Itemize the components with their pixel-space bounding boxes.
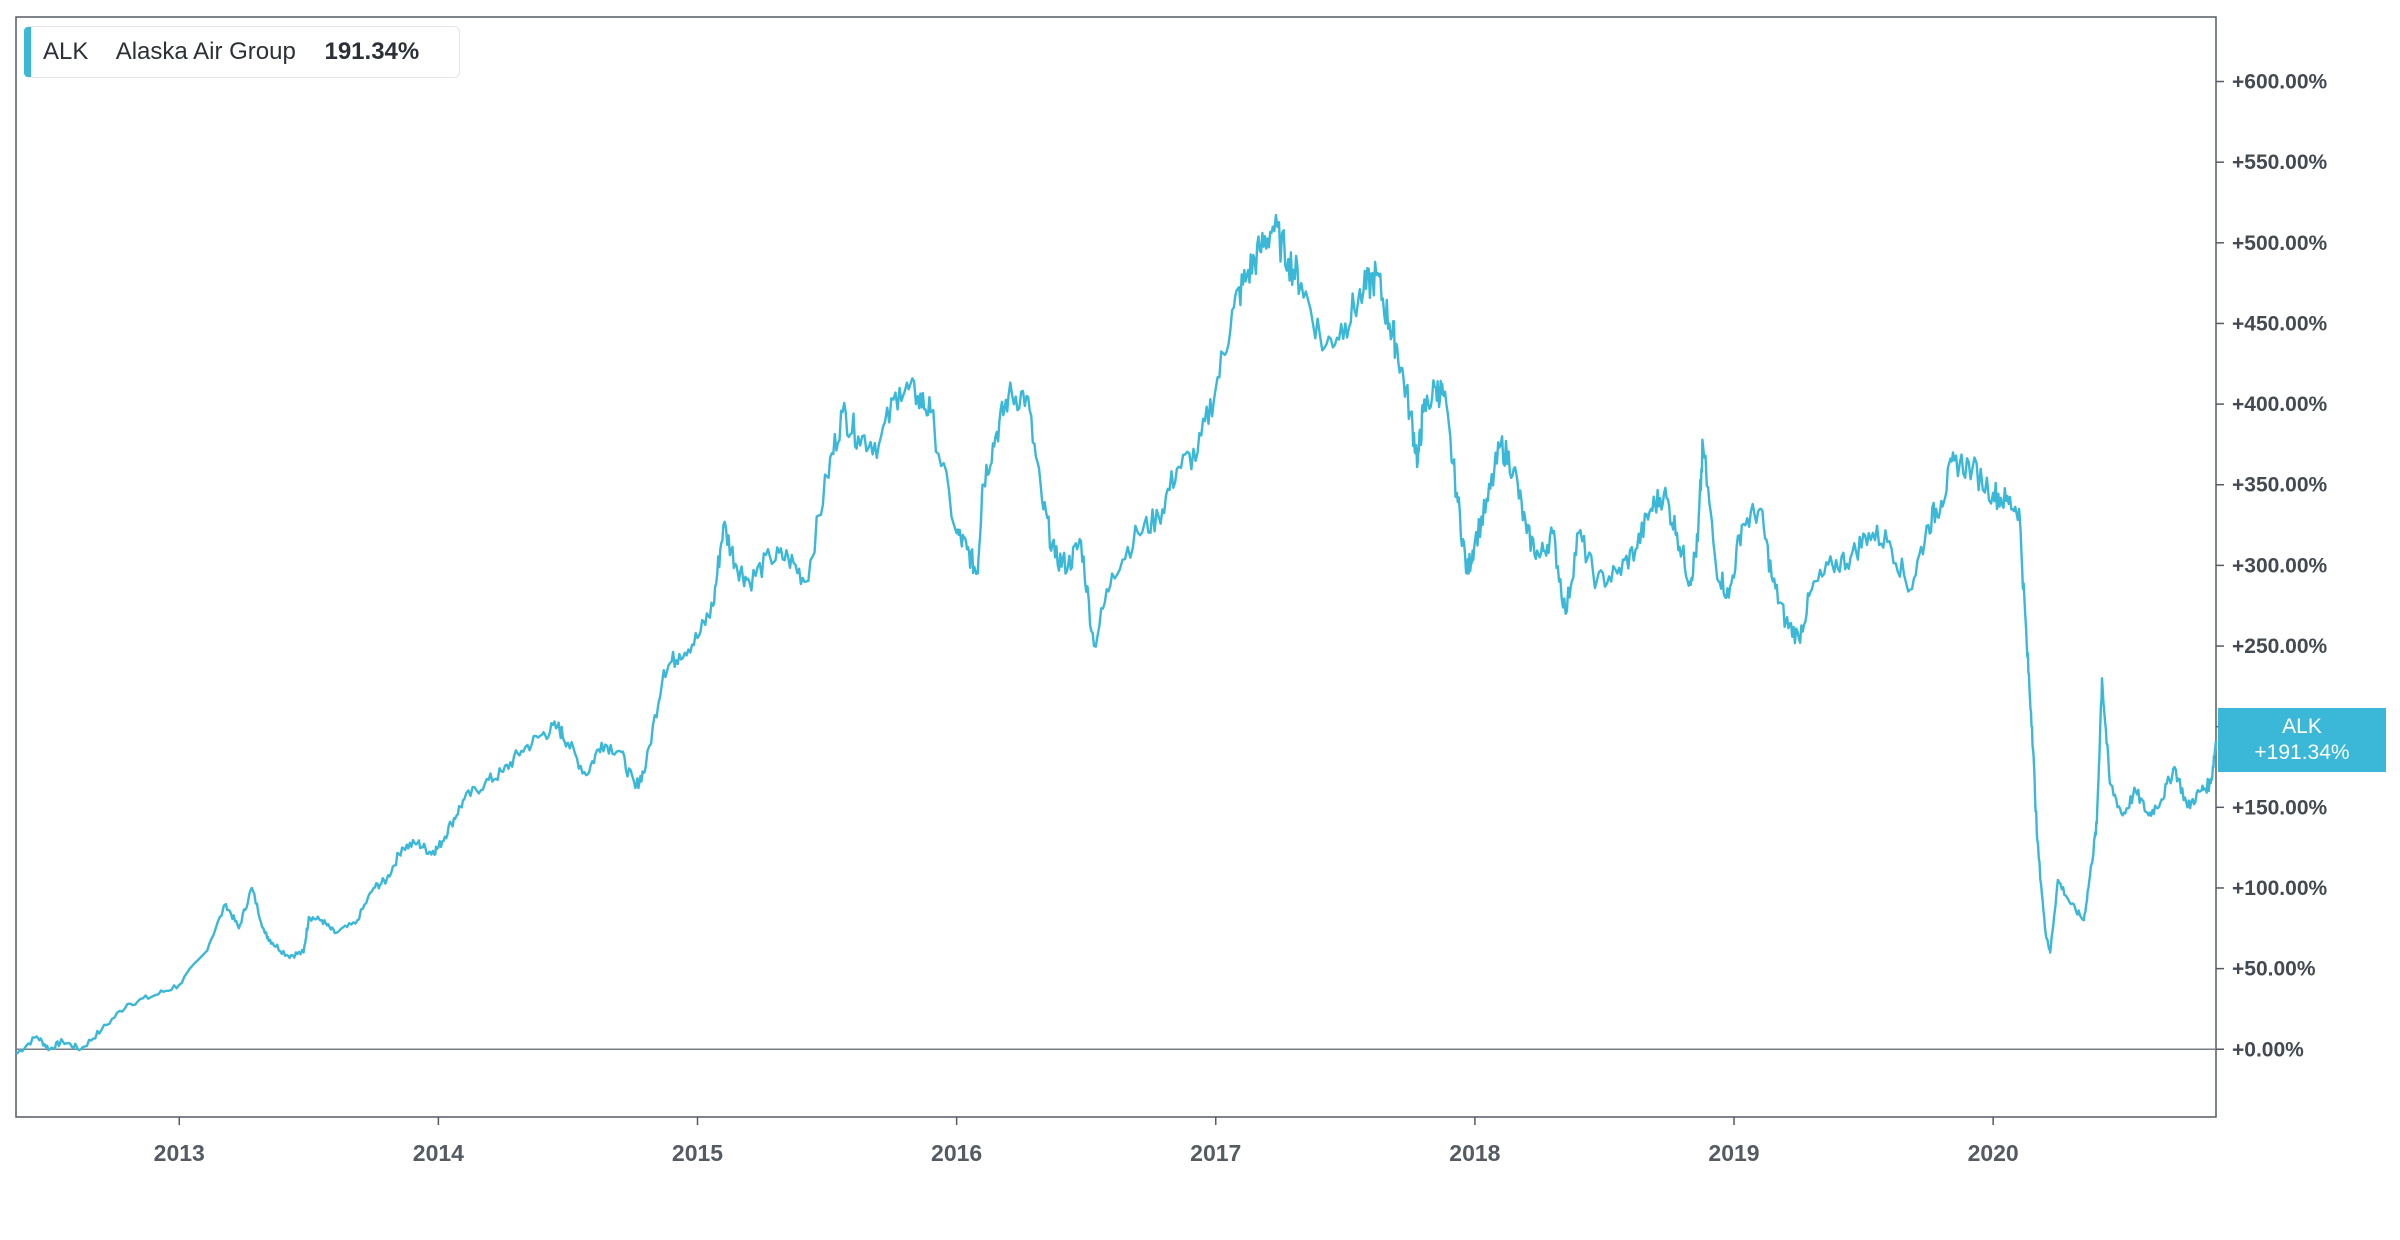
y-tick-label: +350.00% — [2232, 474, 2327, 497]
chart-axes — [15, 16, 2217, 1118]
x-axis: 2013 2014 2015 2016 2017 2018 2019 2020 — [154, 1117, 2019, 1166]
legend-entry: ALK Alaska Air Group 191.34% — [43, 38, 419, 66]
legend-ticker: ALK — [43, 38, 89, 65]
series-group — [15, 213, 2218, 1056]
y-tick-label: +550.00% — [2232, 151, 2327, 174]
y-tick-label: +50.00% — [2232, 958, 2316, 981]
y-tick-label: +250.00% — [2232, 635, 2327, 658]
plot-frame — [15, 16, 2217, 1118]
x-tick-label: 2019 — [1708, 1140, 1759, 1166]
y-tick-label: +150.00% — [2232, 796, 2327, 819]
x-tick-label: 2017 — [1190, 1140, 1241, 1166]
end-label-ticker: ALK — [2282, 715, 2322, 738]
y-tick-label: +400.00% — [2232, 393, 2327, 416]
x-tick-label: 2015 — [672, 1140, 723, 1166]
y-tick-label: +300.00% — [2232, 554, 2327, 577]
x-tick-label: 2013 — [154, 1140, 205, 1166]
series-line-alk — [15, 213, 2218, 1056]
x-tick-label: 2018 — [1449, 1140, 1500, 1166]
y-tick-label: +600.00% — [2232, 71, 2327, 94]
x-tick-label: 2016 — [931, 1140, 982, 1166]
legend[interactable]: ALK Alaska Air Group 191.34% — [24, 26, 460, 78]
end-label-value: +191.34% — [2254, 741, 2350, 764]
y-tick-label: +100.00% — [2232, 877, 2327, 900]
y-tick-label: +450.00% — [2232, 312, 2327, 335]
legend-company-name: Alaska Air Group — [115, 38, 296, 65]
legend-value: 191.34% — [324, 38, 420, 65]
y-tick-label: +0.00% — [2232, 1038, 2304, 1061]
y-axis: +0.00%+50.00%+100.00%+150.00%+200.00%+25… — [2216, 71, 2327, 1061]
y-tick-label: +500.00% — [2232, 232, 2327, 255]
series-end-label: ALK +191.34% — [2218, 708, 2386, 772]
x-tick-label: 2020 — [1968, 1140, 2019, 1166]
legend-color-swatch — [24, 27, 31, 77]
x-tick-label: 2014 — [413, 1140, 464, 1166]
